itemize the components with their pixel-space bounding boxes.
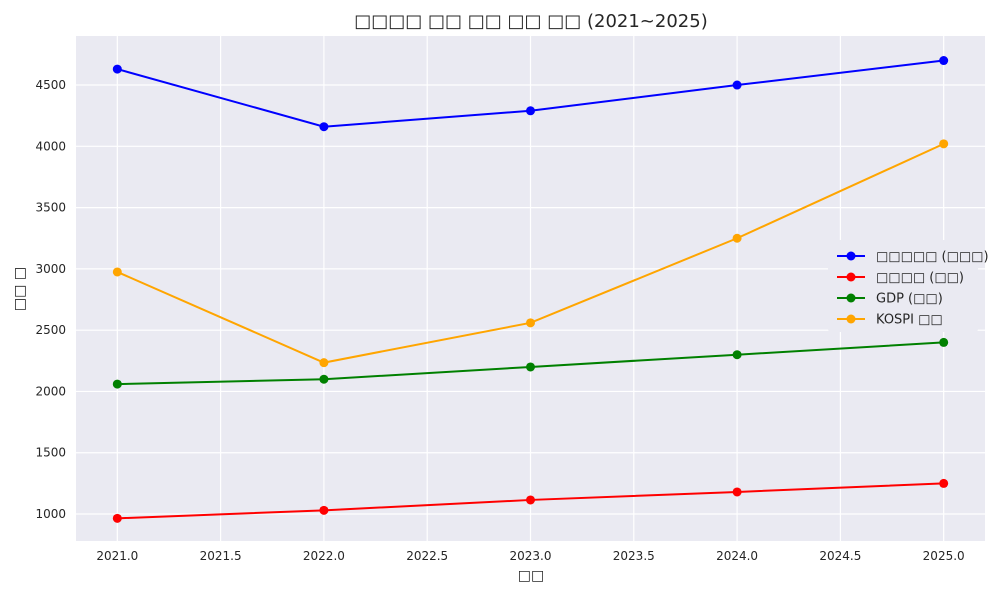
data-point xyxy=(732,350,742,360)
legend-label: KOSPI □□ xyxy=(876,313,943,328)
chart-title: □□□□ □□ □□ □□ □□ (2021~2025) xyxy=(354,11,707,32)
x-tick-label: 2023.5 xyxy=(613,549,655,563)
legend-item: □□□□□ (□□□) xyxy=(837,250,989,265)
data-point xyxy=(112,513,122,523)
y-tick-label: 4500 xyxy=(35,78,66,92)
data-point xyxy=(112,267,122,277)
legend: □□□□□ (□□□) □□□□ (□□) GDP (□□) KOSPI □□ xyxy=(828,240,989,332)
data-point xyxy=(732,233,742,243)
series xyxy=(112,337,949,389)
y-tick-labels: 1000 1500 2000 2500 3000 3500 4000 4500 xyxy=(35,78,66,521)
y-grid xyxy=(76,84,985,515)
data-point xyxy=(732,80,742,90)
legend-item: GDP (□□) xyxy=(837,292,943,307)
y-tick-label: 4000 xyxy=(35,139,66,153)
x-tick-label: 2021.5 xyxy=(200,549,242,563)
series xyxy=(112,139,949,368)
x-tick-labels: 2021.0 2021.5 2022.0 2022.5 2023.0 2023.5 2024… xyxy=(96,549,964,563)
data-point xyxy=(939,337,949,347)
x-tick-label: 2021.0 xyxy=(96,549,138,563)
data-point xyxy=(939,139,949,149)
x-tick-label: 2024.0 xyxy=(716,549,758,563)
y-tick-label: 2000 xyxy=(35,384,66,398)
y-tick-label: 1000 xyxy=(35,507,66,521)
y-tick-label: 3500 xyxy=(35,201,66,215)
data-point xyxy=(939,478,949,488)
x-tick-label: 2024.5 xyxy=(819,549,861,563)
legend-label: □□□□□ (□□□) xyxy=(876,250,989,265)
data-point xyxy=(526,318,535,328)
data-point xyxy=(526,495,535,505)
x-tick-label: 2025.0 xyxy=(923,549,965,563)
data-point xyxy=(319,505,329,515)
legend-item: KOSPI □□ xyxy=(837,313,943,328)
legend-label: GDP (□□) xyxy=(876,292,943,307)
data-point xyxy=(112,64,122,74)
y-tick-label: 2500 xyxy=(35,323,66,337)
x-tick-label: 2022.5 xyxy=(406,549,448,563)
y-tick-label: 3000 xyxy=(35,262,66,276)
series xyxy=(112,478,949,523)
y-axis-label: □□ □ xyxy=(12,267,28,311)
legend-marker xyxy=(846,314,856,324)
y-tick-label: 1500 xyxy=(35,446,66,460)
legend-marker xyxy=(846,251,856,261)
data-point xyxy=(319,358,329,368)
data-point xyxy=(526,106,535,116)
legend-marker xyxy=(846,272,856,282)
legend-marker xyxy=(846,293,856,303)
legend-box xyxy=(828,240,978,332)
x-grid xyxy=(116,36,945,541)
x-tick-label: 2023.0 xyxy=(510,549,552,563)
legend-label: □□□□ (□□) xyxy=(876,271,964,286)
data-point xyxy=(732,487,742,497)
series xyxy=(112,56,949,132)
series-layer xyxy=(112,56,949,523)
x-axis-label: □□ xyxy=(518,568,544,584)
data-point xyxy=(319,122,329,132)
legend-items: □□□□□ (□□□) □□□□ (□□) GDP (□□) KOSPI □□ xyxy=(837,250,989,328)
x-tick-label: 2022.0 xyxy=(303,549,345,563)
data-point xyxy=(319,374,329,384)
legend-item: □□□□ (□□) xyxy=(837,271,964,286)
data-point xyxy=(939,56,949,66)
data-point xyxy=(112,379,122,389)
data-point xyxy=(526,362,535,372)
